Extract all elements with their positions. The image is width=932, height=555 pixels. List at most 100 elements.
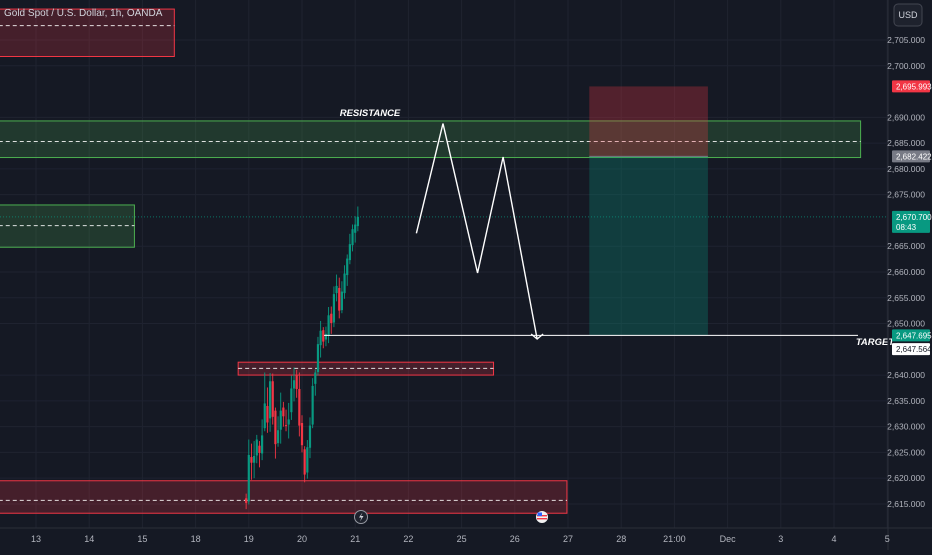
candle-up [263, 372, 266, 432]
candle-body [356, 216, 359, 227]
price-badge-value: 2,682.422 [896, 152, 932, 161]
price-tick-label: 2,700.000 [887, 61, 925, 71]
time-axis[interactable]: 13 14 15 18 19 20 21 22 25 26 27 28 21:00 Dec 3 4 5 [0, 527, 932, 544]
red-zone-bottom [0, 480, 568, 514]
candle-body [340, 291, 343, 311]
time-tick-label: 25 [457, 534, 467, 544]
candle-down [266, 387, 269, 433]
time-tick-label: 18 [191, 534, 201, 544]
price-tick-label: 2,625.000 [887, 447, 925, 457]
candle-up [346, 254, 349, 286]
candle-up [279, 392, 282, 444]
candle-body [266, 406, 269, 423]
us-flag-event-icon[interactable] [536, 511, 548, 523]
candle-body [282, 407, 285, 417]
red-zone-top [0, 8, 175, 57]
candle-body [261, 435, 264, 454]
candle-up [276, 416, 280, 447]
candle-down [295, 369, 298, 398]
candle-up [316, 336, 320, 376]
candle-body [308, 425, 312, 448]
price-badge-value: 2,647.695 [896, 331, 932, 340]
time-tick-label: 4 [831, 534, 836, 544]
candle-body [271, 381, 274, 417]
candle-body [314, 372, 317, 384]
candle-body [284, 425, 288, 427]
candle-down [322, 327, 325, 349]
candle-up [340, 281, 343, 314]
time-tick-label: 21:00 [663, 534, 686, 544]
candle-body [258, 445, 261, 453]
candle-body [295, 375, 298, 389]
candle-body [324, 333, 328, 340]
price-badge: 2,647.564 [892, 343, 932, 356]
candle-body [348, 244, 351, 261]
candle-down [338, 277, 341, 319]
target-label: TARGET [856, 337, 896, 348]
price-badge-bg [892, 329, 930, 342]
candle-up [356, 206, 359, 232]
resistance-zone [0, 120, 862, 159]
price-tick-label: 2,660.000 [887, 267, 925, 277]
time-tick-label: 19 [244, 534, 254, 544]
candle-body [316, 344, 320, 372]
price-badge-value: 2,670.700 [896, 213, 932, 222]
time-tick-label: 14 [84, 534, 94, 544]
candle-body [274, 410, 277, 445]
candlestick-series [245, 206, 359, 510]
candle-body [279, 410, 282, 430]
price-tick-label: 2,680.000 [887, 164, 925, 174]
candle-body [311, 385, 314, 425]
price-tick-label: 2,635.000 [887, 396, 925, 406]
candle-body [303, 449, 306, 475]
economic-event-icon[interactable] [354, 510, 368, 524]
price-badge-value: 2,695.993 [896, 82, 932, 91]
candle-down [258, 441, 261, 468]
green-zone-left [0, 204, 135, 248]
price-badge-bg [892, 150, 930, 163]
price-badge-bg [892, 343, 930, 356]
price-axis[interactable]: 2,705.000 2,700.000 2,690.000 2,685.000 2,68… [887, 0, 925, 550]
candle-up [351, 224, 354, 252]
candle-body [351, 229, 354, 246]
candle-down [282, 401, 285, 427]
candle-up [348, 233, 351, 265]
candle-body [335, 285, 338, 294]
candle-down [271, 373, 274, 425]
candle-body [247, 454, 250, 502]
candle-body [276, 430, 280, 444]
price-badge: 2,682.422 [892, 150, 932, 163]
candle-up [308, 417, 312, 459]
candle-up [314, 369, 317, 396]
candle-body [300, 423, 304, 446]
time-tick-label: 26 [510, 534, 520, 544]
symbol-legend[interactable]: Gold Spot / U.S. Dollar, 1h, OANDA [4, 8, 163, 19]
candle-up [253, 441, 256, 479]
time-tick-label: 5 [885, 534, 890, 544]
candle-body [332, 294, 336, 323]
projection-path [415, 123, 538, 340]
time-tick-label: 28 [616, 534, 626, 544]
candle-body [322, 330, 325, 342]
currency-button[interactable]: USD [893, 3, 923, 27]
candle-up [335, 274, 338, 302]
candle-body [263, 403, 266, 429]
time-tick-label: 15 [137, 534, 147, 544]
grid [0, 0, 888, 528]
short-position-tool[interactable] [589, 86, 708, 336]
price-badge: 2,647.695 [892, 329, 932, 342]
candle-body [330, 313, 333, 324]
time-tick-label: 21 [350, 534, 360, 544]
candle-up [261, 419, 264, 461]
candle-up [255, 434, 258, 464]
candle-body [298, 388, 301, 426]
candle-up [319, 320, 322, 358]
candle-down [298, 372, 301, 437]
candle-down [300, 415, 304, 453]
candle-down [303, 446, 306, 483]
price-tick-label: 2,620.000 [887, 473, 925, 483]
price-tick-label: 2,655.000 [887, 293, 925, 303]
